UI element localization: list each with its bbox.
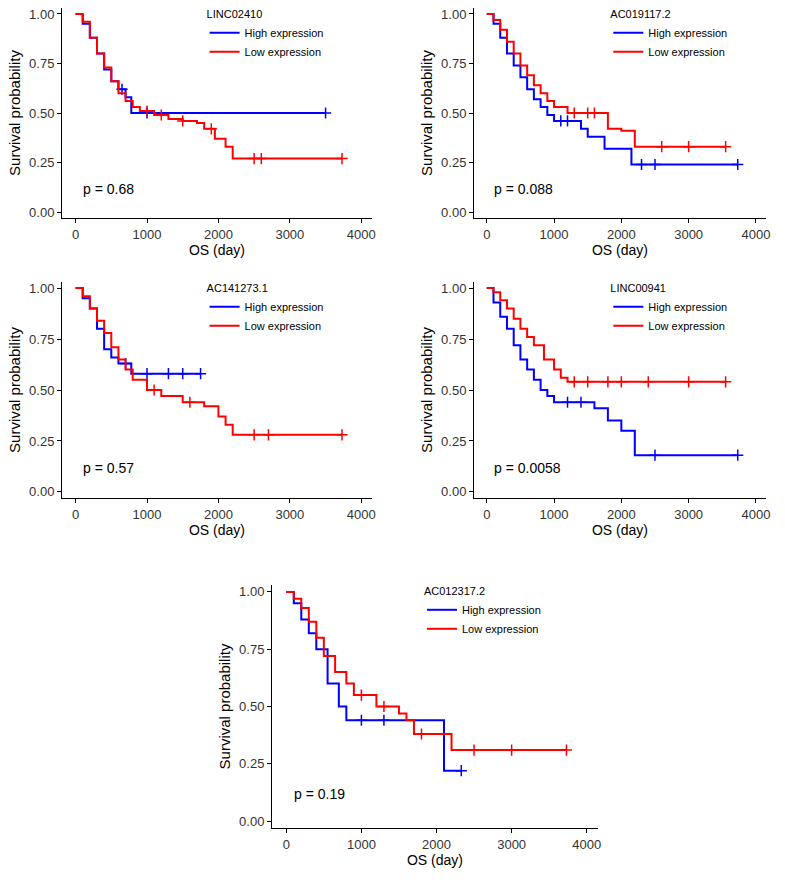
svg-text:OS (day): OS (day) (407, 852, 463, 868)
svg-text:1000: 1000 (133, 227, 162, 242)
svg-text:0.50: 0.50 (29, 383, 54, 398)
svg-text:0.50: 0.50 (239, 699, 264, 714)
svg-text:1.00: 1.00 (239, 584, 264, 599)
svg-text:0.75: 0.75 (239, 642, 264, 657)
svg-text:0.00: 0.00 (441, 484, 466, 499)
svg-text:0.75: 0.75 (29, 332, 54, 347)
svg-text:Low expression: Low expression (648, 320, 724, 332)
svg-text:High expression: High expression (245, 27, 324, 39)
svg-text:Survival probability: Survival probability (6, 327, 23, 453)
svg-text:4000: 4000 (572, 837, 601, 852)
svg-text:3000: 3000 (497, 837, 526, 852)
svg-text:0.50: 0.50 (441, 383, 466, 398)
svg-text:1.00: 1.00 (441, 6, 466, 21)
svg-text:Survival probability: Survival probability (216, 643, 233, 769)
svg-text:High expression: High expression (648, 27, 727, 39)
svg-text:Survival probability: Survival probability (418, 327, 435, 453)
svg-text:OS (day): OS (day) (592, 242, 648, 258)
svg-text:1000: 1000 (540, 507, 569, 522)
svg-text:High expression: High expression (245, 301, 324, 313)
svg-text:2000: 2000 (204, 227, 233, 242)
svg-text:High expression: High expression (648, 301, 727, 313)
svg-text:p = 0.68: p = 0.68 (83, 181, 134, 197)
svg-text:1.00: 1.00 (441, 281, 466, 296)
svg-text:1000: 1000 (133, 507, 162, 522)
svg-text:0.00: 0.00 (29, 205, 54, 220)
svg-text:0.25: 0.25 (29, 155, 54, 170)
svg-text:p = 0.0058: p = 0.0058 (494, 460, 561, 476)
svg-text:p = 0.19: p = 0.19 (294, 786, 345, 802)
svg-text:LINC00941: LINC00941 (610, 282, 666, 294)
svg-text:0: 0 (483, 227, 490, 242)
svg-text:0.00: 0.00 (29, 484, 54, 499)
svg-text:0.75: 0.75 (441, 332, 466, 347)
svg-text:AC012317.2: AC012317.2 (424, 585, 485, 597)
svg-text:Low expression: Low expression (648, 46, 724, 58)
svg-text:AC019117.2: AC019117.2 (610, 8, 670, 20)
svg-text:AC141273.1: AC141273.1 (207, 282, 268, 294)
svg-text:0.50: 0.50 (29, 106, 54, 121)
svg-text:OS (day): OS (day) (189, 242, 245, 258)
svg-text:p = 0.088: p = 0.088 (494, 181, 553, 197)
svg-text:Survival probability: Survival probability (6, 50, 23, 176)
svg-text:0.75: 0.75 (29, 56, 54, 71)
svg-text:0.75: 0.75 (441, 56, 466, 71)
svg-text:4000: 4000 (741, 227, 770, 242)
svg-text:OS (day): OS (day) (189, 522, 245, 538)
svg-text:2000: 2000 (607, 227, 636, 242)
svg-text:1.00: 1.00 (29, 281, 54, 296)
svg-text:0.25: 0.25 (239, 756, 264, 771)
svg-text:p = 0.57: p = 0.57 (83, 460, 134, 476)
svg-text:1.00: 1.00 (29, 6, 54, 21)
svg-text:2000: 2000 (204, 507, 233, 522)
svg-text:4000: 4000 (347, 227, 376, 242)
svg-text:0.25: 0.25 (441, 155, 466, 170)
svg-text:0.50: 0.50 (441, 106, 466, 121)
svg-text:3000: 3000 (674, 507, 703, 522)
svg-text:0.00: 0.00 (441, 205, 466, 220)
svg-text:LINC02410: LINC02410 (207, 8, 263, 20)
svg-text:0: 0 (283, 837, 290, 852)
svg-text:Low expression: Low expression (245, 320, 321, 332)
svg-text:4000: 4000 (741, 507, 770, 522)
svg-text:3000: 3000 (275, 507, 304, 522)
svg-text:3000: 3000 (275, 227, 304, 242)
svg-text:0: 0 (72, 507, 79, 522)
svg-text:2000: 2000 (422, 837, 451, 852)
svg-text:1000: 1000 (540, 227, 569, 242)
svg-text:Survival probability: Survival probability (418, 50, 435, 176)
svg-text:3000: 3000 (674, 227, 703, 242)
svg-text:Low expression: Low expression (462, 623, 538, 635)
svg-text:0.25: 0.25 (29, 433, 54, 448)
svg-text:4000: 4000 (347, 507, 376, 522)
svg-text:OS (day): OS (day) (592, 522, 648, 538)
svg-text:2000: 2000 (607, 507, 636, 522)
svg-text:High expression: High expression (462, 604, 541, 616)
svg-text:0.25: 0.25 (441, 433, 466, 448)
svg-text:0: 0 (72, 227, 79, 242)
svg-text:1000: 1000 (347, 837, 376, 852)
svg-text:0.00: 0.00 (239, 814, 264, 829)
svg-text:0: 0 (483, 507, 490, 522)
svg-text:Low expression: Low expression (245, 46, 321, 58)
